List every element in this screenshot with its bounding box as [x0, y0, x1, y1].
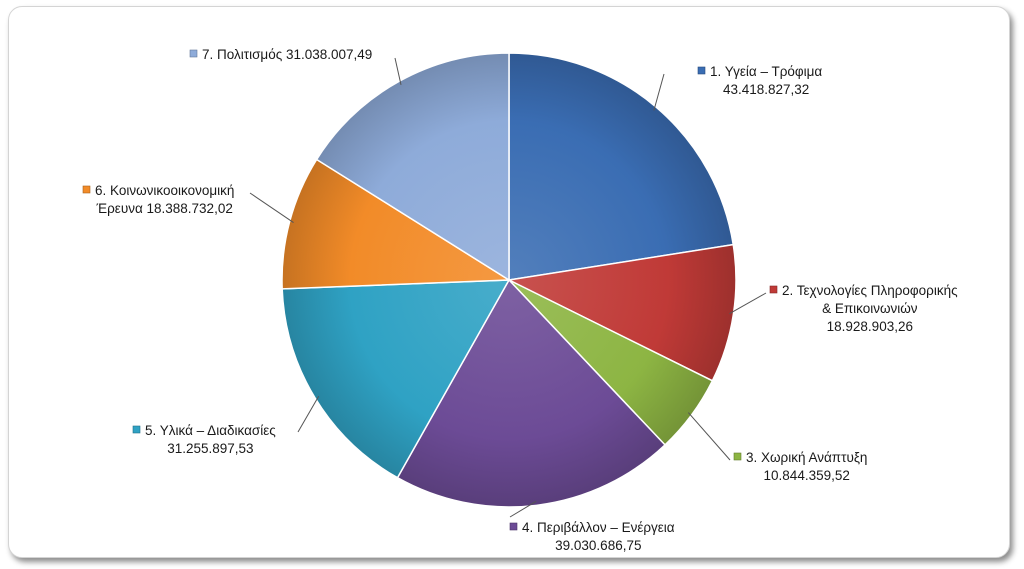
slice-label-7: 7. Πολιτισμός 31.038.007,49 — [190, 47, 372, 62]
legend-key-6 — [83, 186, 90, 193]
slice-label-line: 3. Χωρική Ανάπτυξη — [746, 450, 867, 465]
legend-key-1 — [698, 67, 705, 74]
slice-label-line: 7. Πολιτισμός 31.038.007,49 — [202, 47, 372, 62]
legend-key-4 — [510, 523, 517, 530]
slice-label-1: 1. Υγεία – Τρόφιμα 43.418.827,32 — [698, 64, 822, 97]
slice-label-2: 2. Τεχνολογίες Πληροφορικής & Επικοινωνιώ… — [770, 283, 958, 334]
legend-key-7 — [190, 50, 197, 57]
slice-label-5: 5. Υλικά – Διαδικασίες 31.255.897,53 — [133, 423, 276, 456]
slice-label-6: 6. Κοινωνικοοικονομική Έρευνα 18.388.732,… — [83, 183, 234, 216]
leader-line-3 — [688, 413, 730, 460]
leader-line-6 — [250, 193, 294, 223]
slice-label-line: 4. Περιβάλλον – Ενέργεια — [522, 520, 675, 535]
slice-label-4: 4. Περιβάλλον – Ενέργεια 39.030.686,75 — [510, 520, 675, 553]
slice-label-line: 5. Υλικά – Διαδικασίες — [145, 423, 276, 438]
slice-label-line: 1. Υγεία – Τρόφιμα — [710, 64, 822, 79]
leader-line-5 — [298, 396, 319, 432]
slice-label-3: 3. Χωρική Ανάπτυξη 10.844.359,52 — [734, 450, 867, 483]
slice-label-line: 6. Κοινωνικοοικονομική — [95, 183, 234, 198]
slice-label-line: 18.928.903,26 — [827, 319, 913, 334]
legend-key-2 — [770, 286, 777, 293]
leader-line-1 — [654, 74, 664, 110]
leader-line-7 — [395, 58, 401, 85]
legend-key-3 — [734, 453, 741, 460]
slice-label-line: 43.418.827,32 — [723, 82, 809, 97]
slice-label-line: 2. Τεχνολογίες Πληροφορικής — [782, 283, 958, 298]
slice-label-line: 39.030.686,75 — [555, 538, 641, 553]
slice-label-line: 10.844.359,52 — [764, 468, 850, 483]
legend-key-5 — [133, 426, 140, 433]
slice-label-line: & Επικοινωνιών — [822, 301, 918, 316]
slice-label-line: 31.255.897,53 — [167, 441, 253, 456]
pie-slice-1 — [509, 53, 733, 280]
slice-label-line: Έρευνα 18.388.732,02 — [96, 201, 233, 216]
